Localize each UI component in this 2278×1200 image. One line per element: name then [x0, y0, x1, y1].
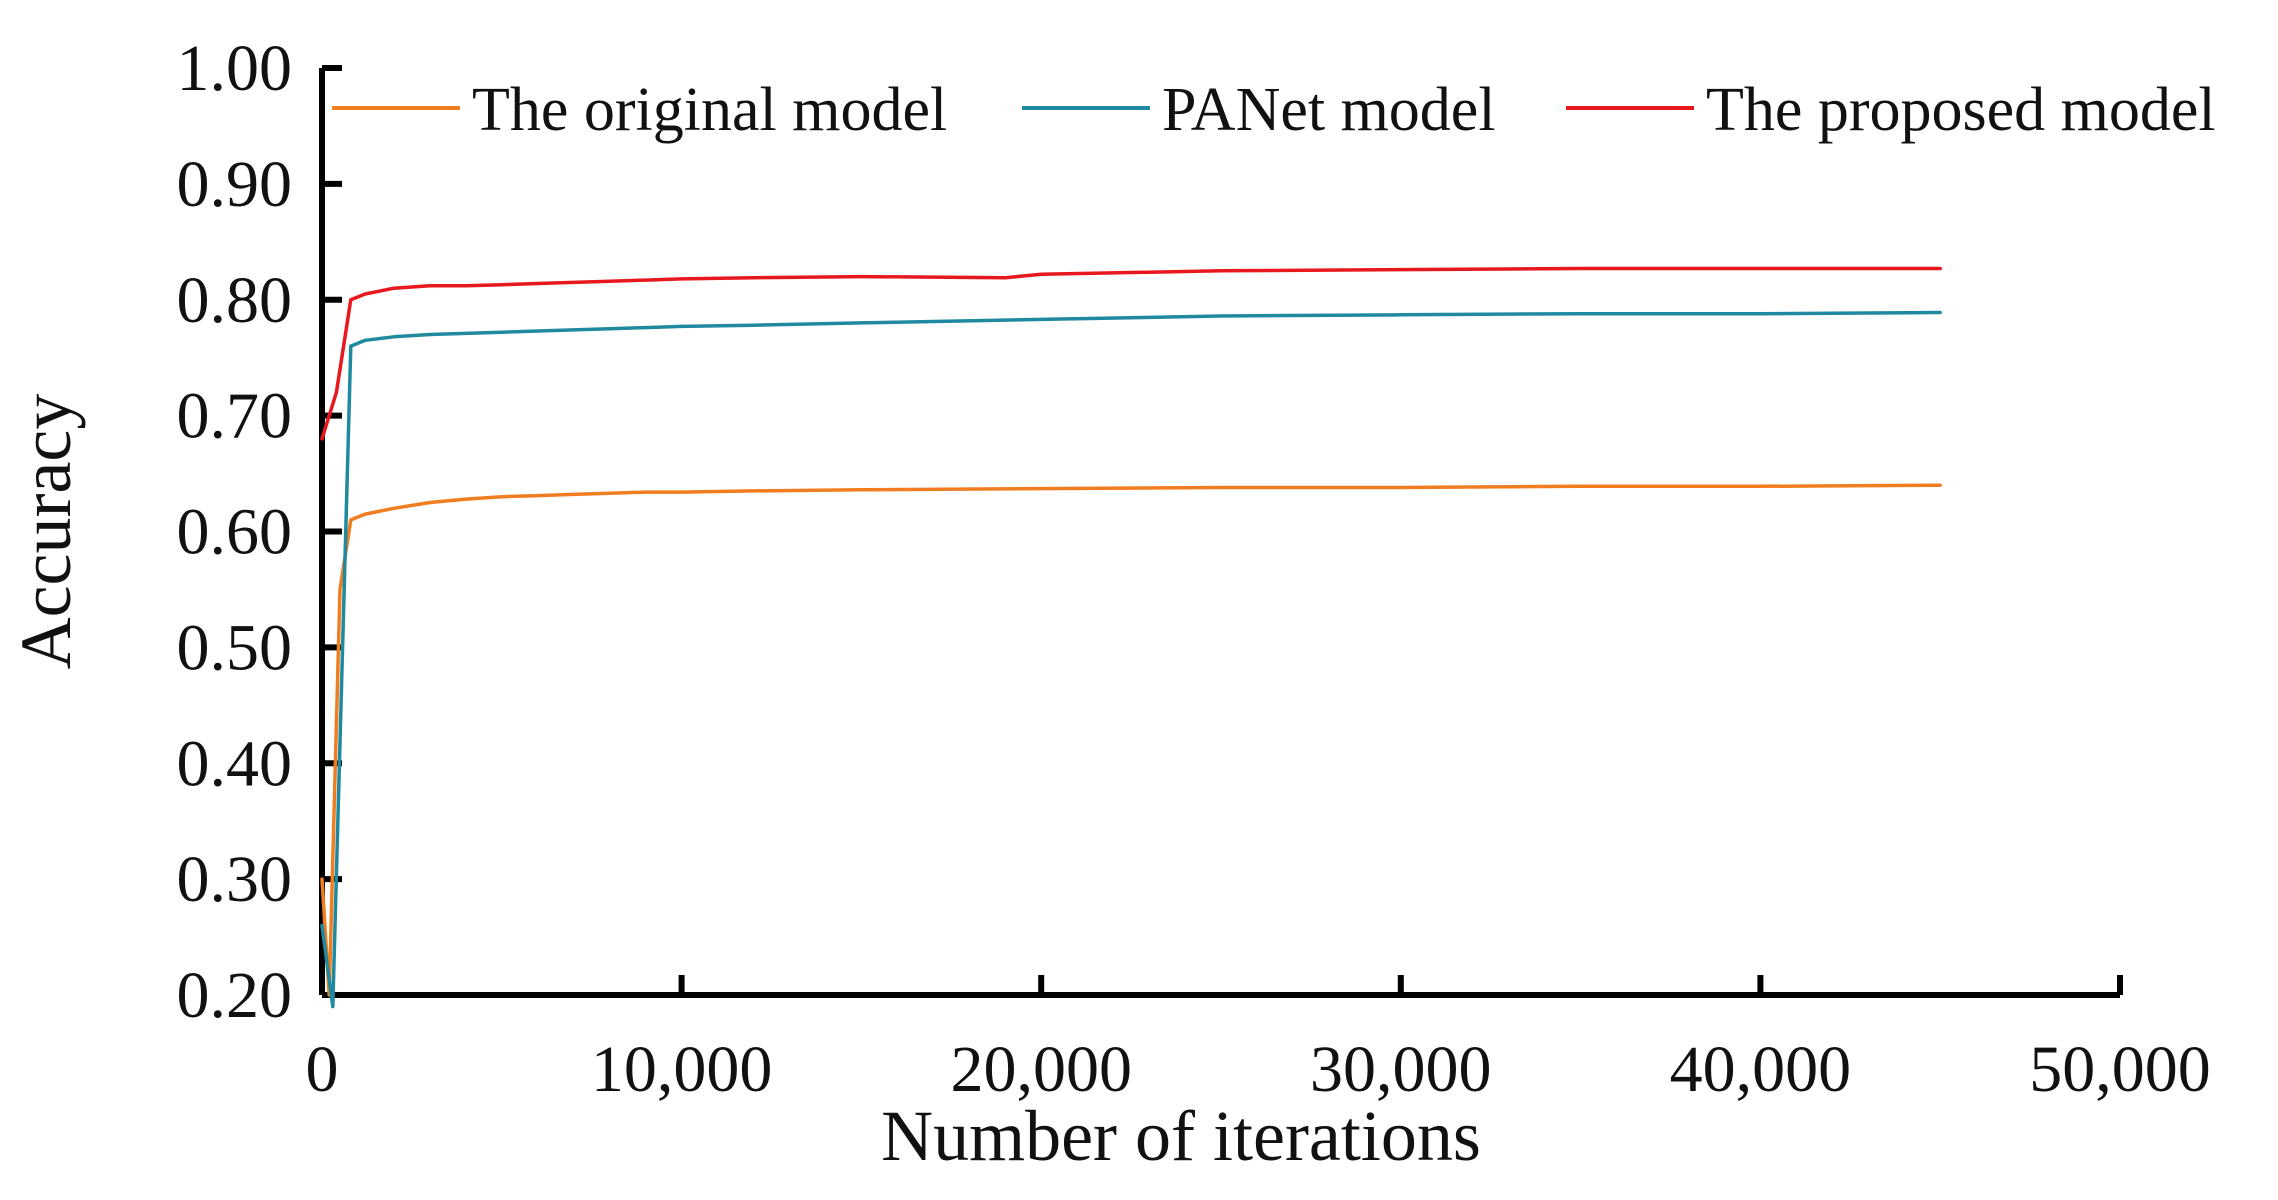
x-tick-label: 10,000: [591, 1033, 773, 1106]
data-point-series-3: [321, 438, 323, 440]
data-point-series-2: [501, 331, 503, 334]
data-point-series-2: [752, 324, 755, 327]
data-point-series-3: [608, 280, 611, 283]
x-tick-label: 40,000: [1670, 1033, 1852, 1106]
x-tick-label: 30,000: [1310, 1033, 1492, 1106]
data-point-series-2: [644, 326, 647, 329]
data-point-series-1: [572, 493, 575, 496]
data-point-series-1: [350, 519, 352, 521]
legend-layer: The original model PANet model The propose…: [332, 76, 2216, 144]
data-point-series-2: [1579, 312, 1582, 315]
data-point-series-3: [393, 287, 395, 290]
data-point-series-2: [1400, 314, 1402, 316]
data-point-series-1: [1040, 487, 1042, 490]
data-point-series-1: [752, 490, 755, 492]
data-point-series-2: [608, 327, 611, 330]
data-point-series-2: [332, 1005, 334, 1008]
data-point-series-1: [393, 507, 395, 510]
data-point-series-1: [1939, 484, 1941, 487]
data-point-series-2: [537, 330, 539, 332]
y-tick-label: 0.70: [177, 380, 293, 453]
data-point-series-3: [1939, 267, 1941, 270]
y-tick-label: 0.20: [177, 959, 293, 1032]
data-point-series-3: [1004, 276, 1006, 279]
x-tick-label: 0: [306, 1033, 339, 1106]
data-point-series-2: [1040, 318, 1042, 321]
data-point-series-1: [1400, 486, 1402, 489]
data-point-series-2: [429, 333, 431, 336]
data-point-series-1: [680, 491, 683, 493]
data-point-series-3: [644, 279, 647, 281]
labels-layer: 0.20 0.30 0.40 0.50 0.60 0.70 0.80 0.90 1.00 0 10,…: [6, 32, 2211, 1176]
y-tick-label: 0.50: [177, 611, 293, 684]
data-point-series-3: [752, 276, 755, 279]
data-point-series-1: [608, 492, 611, 495]
legend-label-3: The proposed model: [1706, 76, 2216, 144]
x-tick-label: 20,000: [950, 1033, 1132, 1106]
data-point-series-3: [860, 275, 863, 278]
data-point-series-1: [1759, 485, 1762, 488]
data-point-series-1: [501, 495, 503, 498]
data-point-series-2: [1939, 311, 1941, 314]
data-point-series-3: [1579, 267, 1582, 270]
y-tick-label: 0.90: [177, 148, 293, 221]
x-axis-title: Number of iterations: [881, 1096, 1481, 1176]
data-point-series-2: [350, 345, 352, 347]
series-line-2: [320, 310, 1942, 1009]
data-point-series-3: [537, 282, 539, 285]
data-point-series-1: [644, 491, 647, 493]
data-point-series-1: [364, 513, 367, 515]
y-tick-label: 0.30: [177, 843, 293, 916]
data-point-series-3: [501, 283, 503, 286]
data-point-series-2: [393, 336, 395, 338]
axes-layer: [319, 65, 2123, 998]
y-tick-label: 0.80: [177, 264, 293, 337]
data-point-series-1: [465, 498, 467, 500]
data-point-series-3: [1040, 273, 1042, 276]
data-point-series-3: [350, 298, 352, 301]
data-point-series-2: [364, 339, 367, 342]
data-point-series-1: [339, 588, 341, 591]
data-point-series-2: [465, 332, 467, 335]
data-point-series-3: [335, 391, 338, 394]
data-point-series-3: [1759, 267, 1762, 270]
y-axis-title: Accuracy: [6, 394, 86, 670]
legend-label-1: The original model: [472, 76, 947, 144]
data-point-series-2: [1759, 312, 1762, 315]
data-point-series-2: [321, 924, 323, 927]
data-point-series-3: [465, 285, 467, 287]
data-point-series-3: [429, 285, 431, 287]
y-tick-label: 1.00: [177, 32, 293, 105]
legend-label-2: PANet model: [1162, 76, 1496, 144]
series-line-1: [320, 483, 1942, 997]
data-point-series-3: [364, 293, 367, 295]
data-point-series-1: [1220, 486, 1222, 489]
series-layer: [320, 266, 1942, 1009]
data-point-series-1: [860, 489, 863, 491]
data-point-series-3: [680, 278, 683, 280]
data-point-series-2: [680, 325, 683, 328]
data-point-series-3: [1400, 268, 1402, 271]
data-point-series-1: [1579, 485, 1582, 488]
data-point-series-1: [429, 501, 431, 504]
data-point-series-2: [860, 322, 863, 324]
data-point-series-1: [321, 878, 323, 880]
x-tick-label: 50,000: [2029, 1033, 2211, 1106]
y-tick-label: 0.60: [177, 496, 293, 569]
data-point-series-3: [1220, 270, 1222, 272]
y-tick-label: 0.40: [177, 727, 293, 800]
data-point-series-1: [537, 494, 539, 497]
data-point-series-3: [572, 281, 575, 284]
data-point-series-2: [1220, 315, 1222, 317]
data-point-series-2: [572, 329, 575, 331]
series-line-3: [320, 266, 1942, 441]
